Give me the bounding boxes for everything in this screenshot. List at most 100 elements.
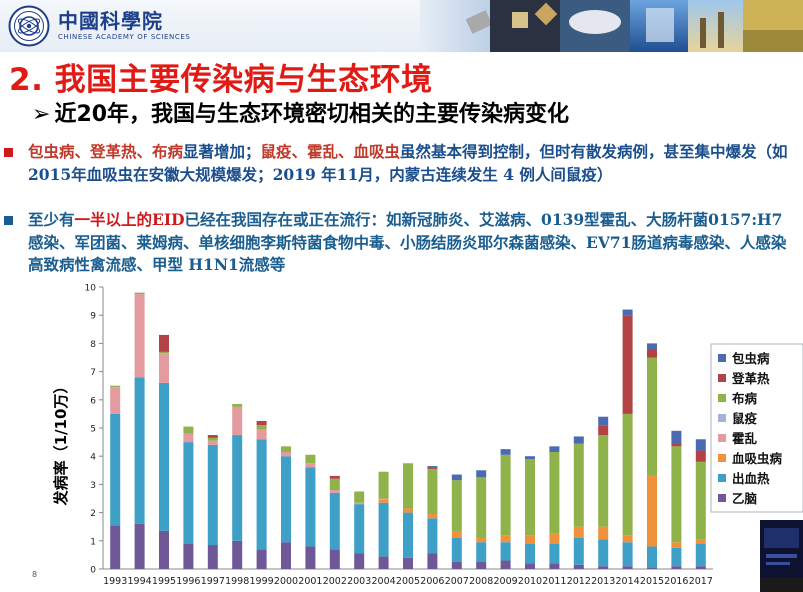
y-tick-label: 4 (90, 453, 96, 463)
bar-segment (281, 451, 291, 457)
bar-segment (305, 454, 316, 464)
bar-segment (695, 566, 706, 569)
x-tick-label: 2017 (689, 576, 713, 587)
x-tick-label: 2002 (323, 576, 347, 587)
b2-highlight: 一半以上的EID (74, 210, 185, 229)
bar-segment (134, 377, 145, 524)
y-tick-label: 2 (90, 509, 96, 519)
x-tick-label: 2004 (372, 576, 396, 587)
bar-segment (451, 537, 462, 562)
legend-label: 霍乱 (732, 431, 758, 446)
legend-swatch (718, 354, 726, 362)
bar-segment (281, 542, 291, 569)
x-tick-label: 2008 (469, 576, 493, 587)
page-number: 8 (32, 570, 38, 579)
bar-segment (256, 429, 267, 440)
subtitle: ➢ 近20年，我国与生态环境密切相关的主要传染病变化 (32, 96, 569, 128)
bar-segment (305, 546, 316, 569)
bar-segment (451, 474, 462, 481)
legend-swatch (718, 434, 726, 442)
bar-segment (305, 467, 316, 547)
bar-segment (647, 546, 657, 568)
bar-segment (598, 526, 609, 540)
bar-segment (695, 439, 706, 451)
bar-segment (695, 461, 706, 540)
y-tick-label: 6 (90, 396, 96, 406)
x-tick-label: 1998 (225, 576, 249, 587)
x-tick-label: 2006 (420, 576, 444, 587)
bar-segment (110, 413, 121, 526)
bar-segment (549, 533, 560, 544)
bar-segment (134, 292, 145, 295)
y-tick-label: 5 (90, 425, 96, 435)
bar-segment (671, 430, 682, 444)
bar-segment (622, 535, 633, 543)
b2-body: 已经在我国存在或正在流行：如新冠肺炎、艾滋病、0139型霍乱、大肠杆菌0157:… (28, 210, 787, 274)
bar-segment (354, 502, 365, 505)
legend-label: 鼠疫 (732, 411, 758, 426)
bar-segment (256, 425, 267, 430)
bar-segment (573, 436, 584, 444)
bar-segment (573, 526, 584, 538)
bar-segment (647, 357, 657, 476)
y-tick-label: 9 (90, 312, 96, 322)
bar-segment (183, 426, 194, 434)
bullet-item-2: 至少有一半以上的EID已经在我国存在或正在流行：如新冠肺炎、艾滋病、0139型霍… (4, 209, 794, 277)
bar-segment (329, 478, 340, 491)
bar-segment (427, 553, 438, 569)
bar-segment (647, 567, 657, 569)
bar-segment (110, 385, 121, 388)
bar-segment (207, 435, 218, 438)
bar-segment (134, 523, 145, 569)
bar-segment (451, 480, 462, 531)
legend-label: 出血热 (732, 471, 770, 486)
x-tick-label: 1995 (152, 576, 176, 587)
x-tick-label: 1997 (201, 576, 225, 587)
bar-segment (354, 491, 365, 503)
bar-segment (378, 498, 389, 500)
org-name-cn: 中國科學院 (58, 9, 163, 33)
bar-segment (695, 450, 706, 462)
bar-segment (329, 549, 340, 569)
bar-segment (159, 530, 169, 569)
legend-label: 登革热 (731, 371, 770, 386)
bar-segment (622, 542, 633, 567)
bar-segment (183, 433, 194, 443)
y-tick-label: 3 (90, 481, 96, 491)
header-photo-strip (420, 0, 803, 52)
bar-segment (403, 557, 413, 569)
bar-segment (232, 540, 243, 569)
bar-segment (525, 459, 535, 536)
b1-diseases-increased: 包虫病、登革热、布病 (28, 142, 184, 161)
x-tick-label: 2014 (616, 576, 640, 587)
y-tick-label: 8 (90, 340, 96, 350)
legend-swatch (718, 494, 726, 502)
bar-segment (281, 446, 291, 452)
bar-segment (134, 294, 145, 378)
bar-segment (598, 539, 609, 567)
bar-segment (378, 499, 389, 503)
legend-box (710, 343, 803, 513)
bar-segment (573, 443, 584, 527)
bar-segment (525, 535, 535, 544)
bar-segment (622, 566, 633, 569)
x-tick-label: 2016 (664, 576, 688, 587)
bar-segment (110, 387, 121, 414)
x-tick-label: 2010 (518, 576, 542, 587)
bar-segment (598, 425, 609, 436)
bar-segment (647, 349, 657, 358)
bar-segment (476, 561, 487, 569)
header-banner: 中國科學院 CHINESE ACADEMY OF SCIENCES (0, 0, 803, 52)
bar-segment (476, 537, 487, 543)
bar-segment (525, 543, 535, 564)
y-tick-label: 0 (90, 566, 96, 576)
bar-segment (500, 449, 511, 455)
bar-segment (427, 518, 438, 554)
bar-segment (232, 435, 243, 541)
bar-segment (451, 530, 462, 538)
legend-swatch (718, 414, 726, 422)
bar-segment (207, 545, 218, 569)
bar-segment (232, 404, 243, 407)
bar-segment (500, 542, 511, 561)
